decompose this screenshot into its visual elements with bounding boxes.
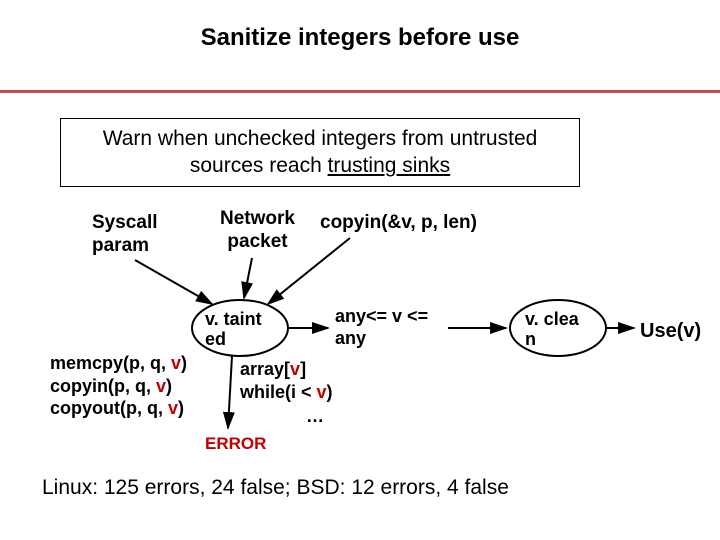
use-v: Use(v) [640,320,701,343]
title-divider [0,90,720,93]
range-l2: any [335,328,366,348]
array-line: array[v] [240,359,306,379]
tainted-l2: ed [205,329,226,349]
tainted-node: v. taint ed [205,308,280,350]
sink-array-list: array[v] while(i < v) … [240,358,390,428]
source-syscall: Syscall param [92,212,182,258]
copyin-line: copyin(p, q, v) [50,376,172,396]
footer-stats: Linux: 125 errors, 24 false; BSD: 12 err… [42,476,509,500]
dots-line: … [240,405,390,428]
while-line: while(i < v) [240,382,333,402]
network-l2: packet [227,231,287,252]
clean-l2: n [525,329,536,349]
clean-l1: v. clea [525,309,579,329]
source-copyin: copyin(&v, p, len) [320,212,477,234]
network-l1: Network [220,208,295,229]
slide-title: Sanitize integers before use [0,24,720,52]
copyout-line: copyout(p, q, v) [50,398,184,418]
warn-line2b: trusting sinks [328,154,451,177]
syscall-l2: param [92,235,149,256]
warn-box: Warn when unchecked integers from untrus… [60,118,580,187]
warn-line1: Warn when unchecked integers from untrus… [103,127,538,150]
range-check: any<= v <= any [335,306,428,349]
range-l1: any<= v <= [335,306,428,326]
diagram-svg [0,0,720,540]
clean-node: v. clea n [525,308,595,350]
sink-memcpy-list: memcpy(p, q, v) copyin(p, q, v) copyout(… [50,352,187,420]
warn-line2a: sources reach [190,154,328,177]
syscall-l1: Syscall [92,212,158,233]
error-label: ERROR [205,434,266,454]
memcpy-line: memcpy(p, q, v) [50,353,187,373]
source-network: Network packet [210,208,305,254]
tainted-l1: v. taint [205,309,262,329]
